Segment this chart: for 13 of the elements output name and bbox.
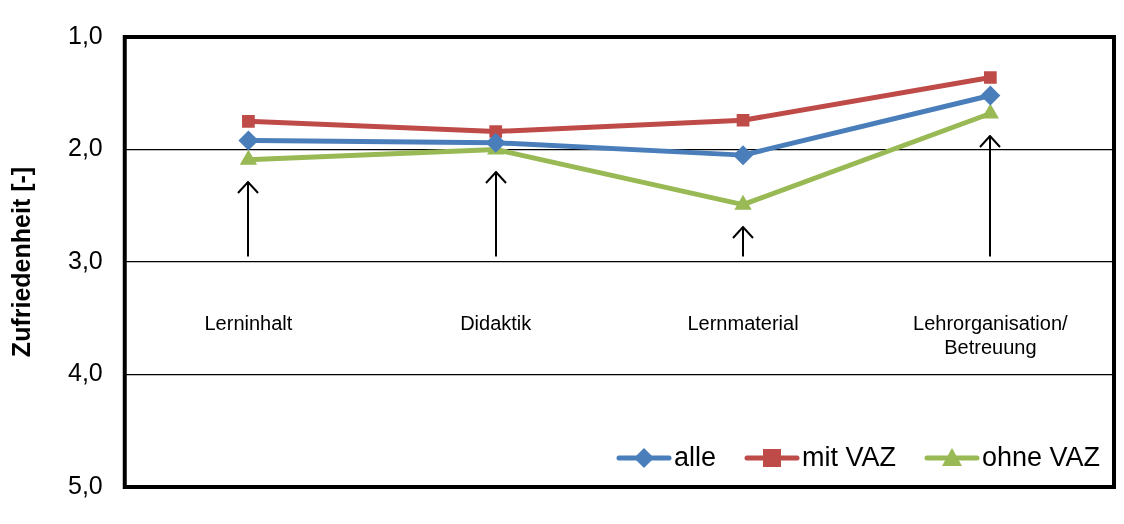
x-tick-label: Lerninhalt: [204, 312, 293, 335]
x-tick-label: Lernmaterial: [687, 312, 799, 335]
x-tick-label: Lehrorganisation/Betreuung: [913, 312, 1069, 359]
y-tick-label: 4,0: [67, 358, 103, 387]
legend-label: alle: [673, 442, 716, 473]
y-tick-label: 1,0: [67, 20, 103, 49]
y-tick-label: 2,0: [67, 133, 103, 162]
y-tick-label: 5,0: [67, 470, 103, 499]
legend-label: ohne VAZ: [981, 442, 1100, 473]
y-tick-label: 3,0: [67, 245, 103, 274]
x-tick-label: Didaktik: [460, 312, 533, 335]
legend-label: mit VAZ: [801, 442, 896, 473]
y-axis-title: Zufriedenheit [-]: [6, 166, 35, 358]
